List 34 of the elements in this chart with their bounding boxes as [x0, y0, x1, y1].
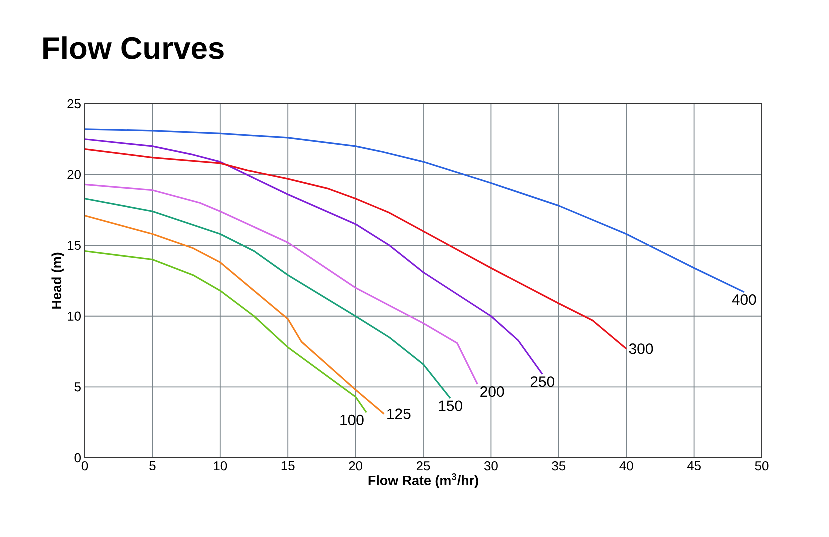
line-series	[84, 215, 386, 415]
chart-title: Flow Curves	[44, 36, 224, 60]
y-tick-label: 5	[74, 382, 81, 392]
series-label: 400	[732, 294, 756, 306]
x-tick-label: 0	[82, 462, 88, 471]
series-label: 100	[340, 414, 364, 426]
line-series	[84, 128, 746, 294]
x-tick-label: 15	[282, 462, 295, 471]
line-series	[84, 250, 368, 414]
series-label: 200	[480, 386, 504, 398]
line-series	[84, 138, 544, 376]
x-tick-label: 45	[687, 462, 701, 471]
line-series	[84, 148, 628, 350]
x-tick-label: 40	[620, 462, 634, 471]
x-tick-label: 20	[349, 462, 363, 471]
y-tick-label: 20	[68, 170, 81, 180]
x-tick-label: 25	[416, 462, 430, 471]
x-tick-label: 35	[552, 462, 566, 471]
series-label: 150	[439, 400, 462, 412]
series-label: 125	[388, 408, 411, 420]
y-axis-title: Head (m)	[52, 252, 64, 309]
line-series	[84, 184, 478, 386]
x-tick-label: 50	[755, 462, 769, 471]
y-tick-label: 15	[68, 241, 81, 250]
x-tick-label: 10	[214, 462, 228, 471]
x-tick-label: 30	[484, 462, 498, 471]
x-axis-title: Flow Rate (m$^{3}$/hr)	[368, 474, 478, 488]
x-tick-label: 5	[150, 462, 156, 471]
line-series	[84, 198, 452, 400]
y-tick-label: 0	[74, 453, 81, 463]
series-label: 250	[530, 376, 555, 388]
y-tick-label: 10	[68, 312, 81, 321]
y-tick-label: 25	[68, 99, 81, 109]
series-label: 300	[629, 344, 654, 354]
